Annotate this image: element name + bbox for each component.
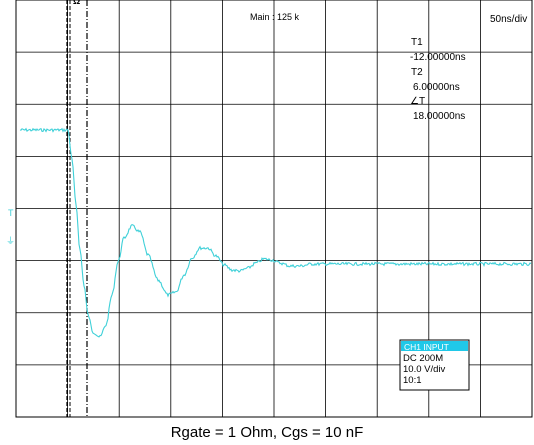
figure-caption: Rgate = 1 Ohm, Cgs = 10 nF	[170, 424, 364, 441]
waveform-trace	[19, 127, 532, 338]
trigger-level-marker[interactable]: T	[8, 208, 14, 218]
channel-header: CH1 INPUT	[404, 342, 449, 352]
channel-probe: 10:1	[403, 375, 422, 386]
t2-label: T2	[411, 67, 423, 78]
delta-t-value: 18.00000ns	[413, 111, 465, 122]
timebase-label: 50ns/div	[490, 14, 527, 25]
cursor-marker: Ω	[73, 0, 80, 6]
channel-info-box[interactable]: CH1 INPUT DC 200M 10.0 V/div 10:1	[399, 339, 470, 391]
t1-value: -12.00000ns	[410, 52, 466, 63]
oscilloscope-display: Ω Main : 125 k 50ns/div T1 -12.00000ns T…	[6, 0, 533, 418]
t1-label: T1	[411, 37, 423, 48]
t2-value: 6.00000ns	[413, 82, 460, 93]
delta-t-label: ∠T	[410, 96, 425, 107]
ground-marker[interactable]: ⏚	[6, 236, 15, 247]
channel-scale: 10.0 V/div	[403, 364, 445, 375]
channel-header-bg	[401, 341, 468, 351]
cursor-readout: T1 -12.00000ns T2 6.00000ns ∠T 18.00000n…	[410, 37, 466, 122]
sample-rate-label: Main : 125 k	[250, 12, 300, 22]
channel-coupling: DC 200M	[403, 353, 443, 364]
